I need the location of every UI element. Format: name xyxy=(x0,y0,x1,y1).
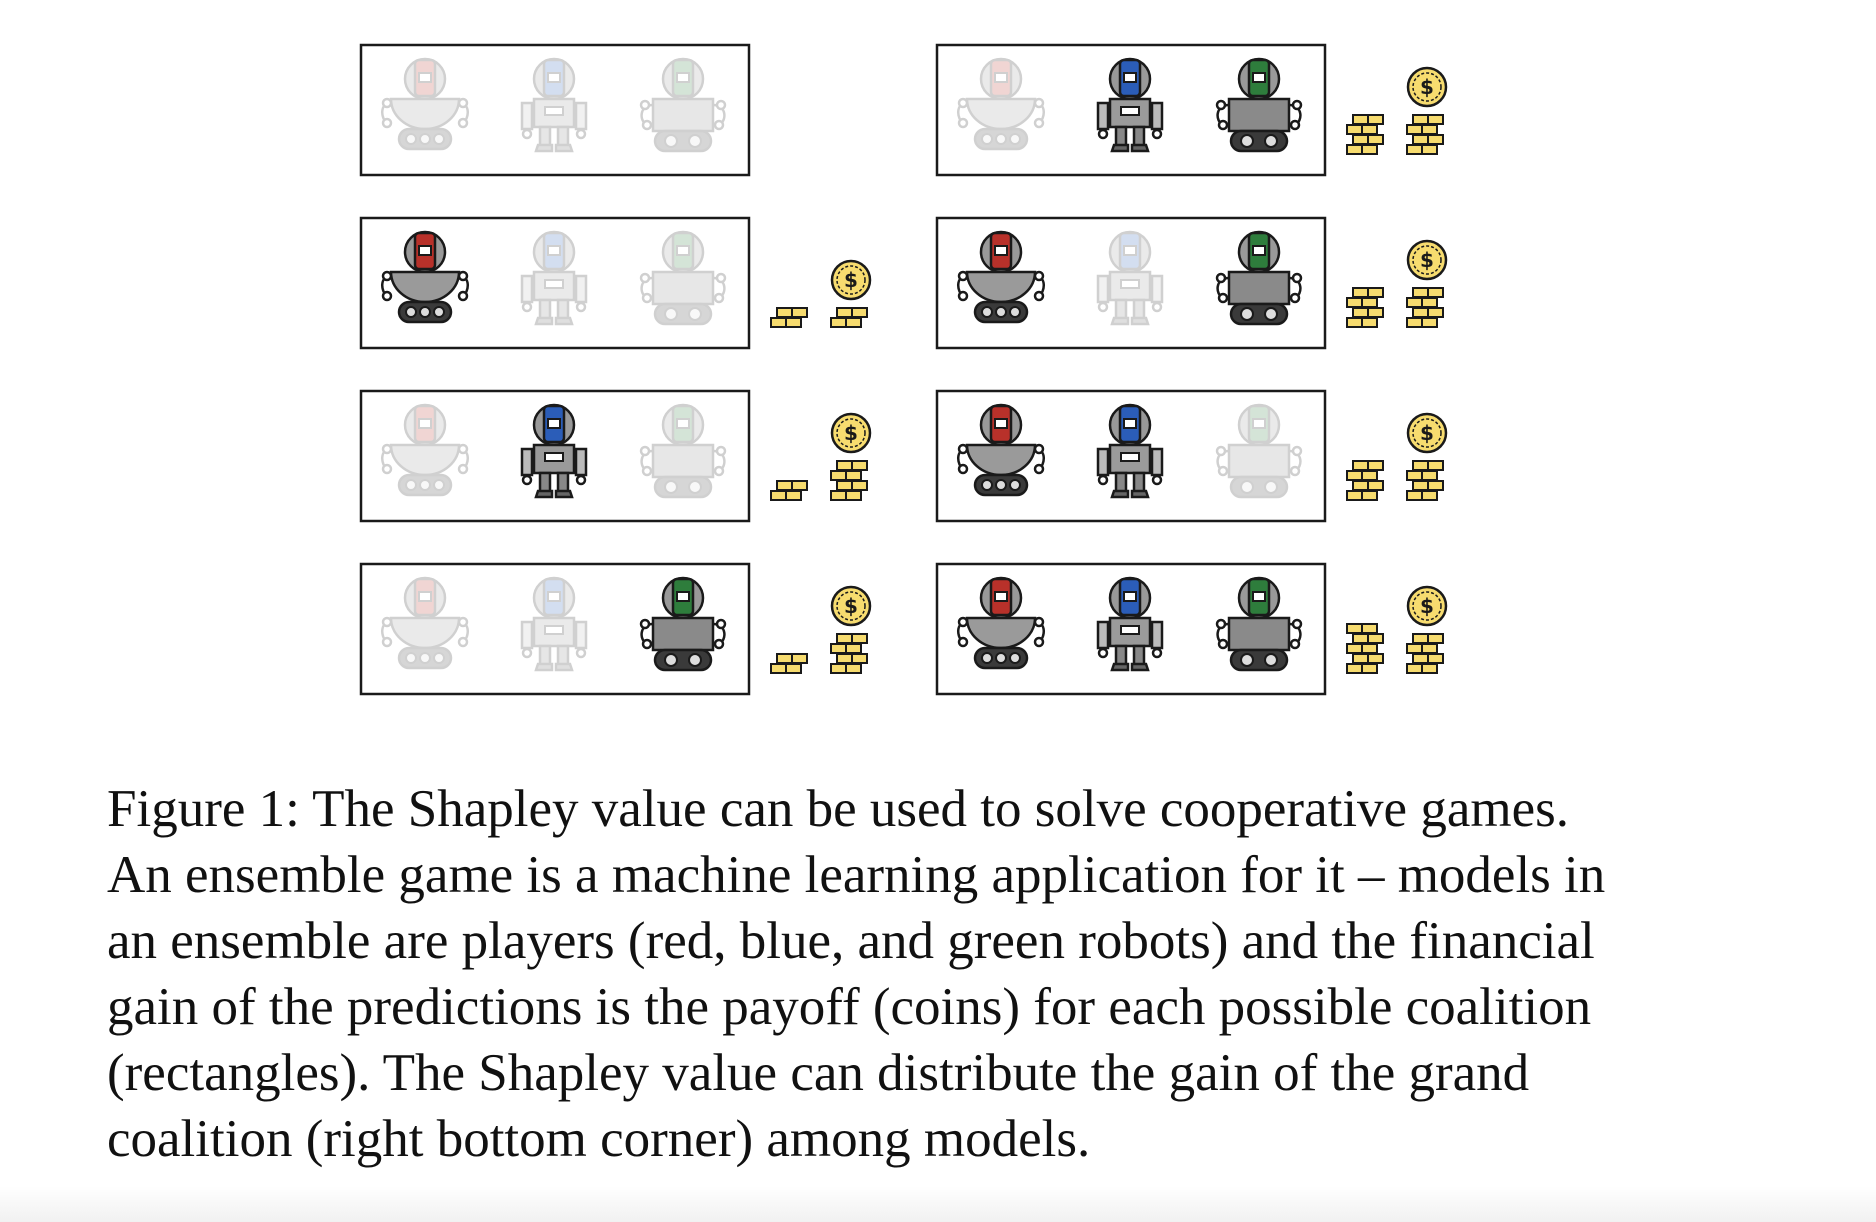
robot-wheels-icon xyxy=(957,57,1045,151)
svg-text:$: $ xyxy=(1420,75,1434,99)
dollar-coin-icon: $ xyxy=(830,412,872,454)
coin-stack-icon xyxy=(770,480,808,501)
svg-text:$: $ xyxy=(844,268,858,292)
svg-text:$: $ xyxy=(844,421,858,445)
payoff-coins: $ xyxy=(770,585,872,674)
svg-text:$: $ xyxy=(844,594,858,618)
coin-stack-icon xyxy=(1346,287,1384,328)
caption-line: an ensemble are players (red, blue, and … xyxy=(107,912,1595,970)
robot-wheels-icon xyxy=(381,576,469,670)
coin-stack-icon xyxy=(1346,114,1384,155)
robot-wheels-icon xyxy=(381,230,469,324)
robot-treads-icon xyxy=(639,403,727,499)
dollar-coin-icon: $ xyxy=(830,259,872,301)
coalition-box xyxy=(935,389,1327,523)
dollar-coin-icon: $ xyxy=(1406,239,1448,281)
caption-line: Figure 1: The Shapley value can be used … xyxy=(107,780,1569,838)
payoff-coins: $ xyxy=(1346,412,1448,501)
coalition-box xyxy=(359,389,751,523)
payoff-coins: $ xyxy=(1346,239,1448,328)
robot-legs-icon xyxy=(520,576,588,672)
robot-wheels-icon xyxy=(381,57,469,151)
coalition-box xyxy=(935,43,1327,177)
caption-line: coalition (right bottom corner) among mo… xyxy=(107,1110,1091,1168)
robot-treads-icon xyxy=(1215,230,1303,326)
coalition-box xyxy=(359,562,751,696)
robot-legs-icon xyxy=(1096,576,1164,672)
svg-text:$: $ xyxy=(1420,594,1434,618)
robot-legs-icon xyxy=(520,403,588,499)
coalition-box xyxy=(359,43,751,177)
payoff-coins: $ xyxy=(1346,585,1448,674)
robot-wheels-icon xyxy=(957,576,1045,670)
svg-text:$: $ xyxy=(1420,248,1434,272)
coin-stack-icon xyxy=(830,460,868,501)
coin-stack-icon xyxy=(770,653,808,674)
robot-treads-icon xyxy=(1215,403,1303,499)
dollar-coin-icon: $ xyxy=(830,585,872,627)
coin-stack-icon xyxy=(1406,633,1444,674)
payoff-coins: $ xyxy=(1346,66,1448,155)
figure-caption: Figure 1: The Shapley value can be used … xyxy=(107,776,1787,1172)
robot-treads-icon xyxy=(639,57,727,153)
robot-legs-icon xyxy=(1096,403,1164,499)
robot-treads-icon xyxy=(1215,576,1303,672)
robot-wheels-icon xyxy=(381,403,469,497)
coin-stack-icon xyxy=(1406,114,1444,155)
robot-wheels-icon xyxy=(957,230,1045,324)
coalition-box xyxy=(935,216,1327,350)
coin-stack-icon xyxy=(1406,460,1444,501)
coin-stack-icon xyxy=(830,307,868,328)
robot-legs-icon xyxy=(520,230,588,326)
robot-legs-icon xyxy=(1096,230,1164,326)
page-bottom-shade xyxy=(0,1186,1876,1222)
robot-legs-icon xyxy=(520,57,588,153)
coalition-box xyxy=(935,562,1327,696)
coalition-box xyxy=(359,216,751,350)
payoff-coins: $ xyxy=(770,412,872,501)
svg-text:$: $ xyxy=(1420,421,1434,445)
robot-legs-icon xyxy=(1096,57,1164,153)
robot-treads-icon xyxy=(1215,57,1303,153)
payoff-coins: $ xyxy=(770,259,872,328)
coin-stack-icon xyxy=(830,633,868,674)
coalition-figure: $ $ $ $ $ $ $ xyxy=(359,43,1448,696)
robot-treads-icon xyxy=(639,576,727,672)
caption-line: (rectangles). The Shapley value can dist… xyxy=(107,1044,1530,1102)
coin-stack-icon xyxy=(1346,623,1384,674)
coalition-rectangle xyxy=(359,43,751,177)
dollar-coin-icon: $ xyxy=(1406,585,1448,627)
robot-treads-icon xyxy=(639,230,727,326)
dollar-coin-icon: $ xyxy=(1406,66,1448,108)
caption-line: gain of the predictions is the payoff (c… xyxy=(107,978,1592,1036)
caption-line: An ensemble game is a machine learning a… xyxy=(107,846,1606,904)
dollar-coin-icon: $ xyxy=(1406,412,1448,454)
coin-stack-icon xyxy=(770,307,808,328)
coin-stack-icon xyxy=(1346,460,1384,501)
robot-wheels-icon xyxy=(957,403,1045,497)
coin-stack-icon xyxy=(1406,287,1444,328)
